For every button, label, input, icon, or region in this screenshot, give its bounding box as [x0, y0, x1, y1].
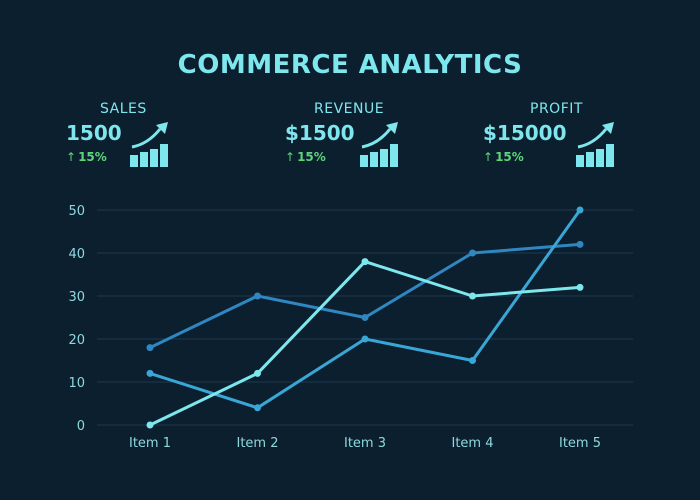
y-tick-label: 40	[68, 247, 85, 262]
x-tick-label: Item 4	[452, 436, 494, 451]
kpi-change: ↑ 15%	[66, 150, 107, 164]
kpi-value: $15000	[483, 121, 567, 145]
chart-title: COMMERCE ANALYTICS	[177, 50, 523, 80]
data-point	[146, 421, 154, 429]
x-tick-label: Item 2	[237, 436, 279, 451]
x-tick-label: Item 5	[559, 436, 601, 451]
data-point	[254, 292, 261, 300]
kpi-revenue: REVENUE $1500 ↑ 15%	[285, 98, 435, 178]
up-arrow-icon: ↑	[483, 150, 494, 164]
x-tick-label: Item 3	[344, 436, 386, 451]
kpi-sales: SALES 1500 ↑ 15%	[66, 98, 216, 178]
kpi-label: REVENUE	[314, 101, 385, 117]
kpi-value: 1500	[66, 121, 122, 145]
kpi-label: SALES	[100, 101, 147, 117]
series-line-3	[149, 260, 581, 427]
y-tick-label: 10	[68, 376, 85, 391]
y-tick-label: 30	[68, 290, 85, 305]
kpi-change-value: 15%	[495, 150, 524, 164]
y-tick-label: 20	[68, 333, 85, 348]
data-point	[361, 314, 369, 321]
data-point	[146, 344, 154, 352]
growth-bar-chart-icon	[130, 122, 168, 167]
kpi-profit: PROFIT $15000 ↑ 15%	[483, 98, 633, 178]
y-tick-label: 50	[68, 204, 85, 219]
data-point	[361, 258, 369, 266]
data-point	[469, 292, 476, 300]
data-point	[254, 404, 261, 412]
data-point	[254, 369, 261, 377]
up-arrow-icon: ↑	[285, 150, 296, 164]
line-chart: 0 10 20 30 40 50 Item 1 Item 2 Item 3 Item 4 Item …	[68, 204, 633, 451]
data-point	[576, 206, 584, 214]
series-line-2	[149, 209, 582, 410]
data-point	[576, 240, 584, 248]
data-point	[146, 369, 154, 377]
kpi-change-value: 15%	[78, 150, 107, 164]
kpi-label: PROFIT	[530, 101, 583, 117]
y-tick-label: 0	[77, 419, 85, 434]
x-tick-label: Item 1	[129, 436, 171, 451]
growth-bar-chart-icon	[360, 122, 398, 167]
data-point	[469, 249, 476, 257]
data-point	[576, 283, 584, 291]
kpi-change: ↑ 15%	[285, 150, 326, 164]
kpi-value: $1500	[285, 121, 355, 145]
data-point	[469, 357, 476, 364]
data-point	[361, 335, 369, 343]
up-arrow-icon: ↑	[66, 150, 77, 164]
kpi-change: ↑ 15%	[483, 150, 524, 164]
growth-bar-chart-icon	[576, 122, 614, 167]
kpi-change-value: 15%	[297, 150, 326, 164]
